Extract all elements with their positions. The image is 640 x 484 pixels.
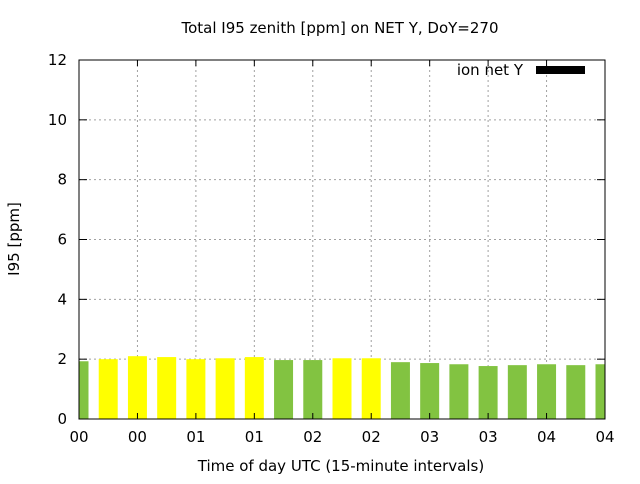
bar: [537, 364, 557, 419]
y-tick-label: 6: [57, 231, 67, 249]
plot-frame: [78, 59, 606, 420]
x-tick-label: 01: [186, 428, 205, 446]
bar: [215, 358, 235, 419]
bar: [274, 360, 294, 419]
y-tick-label: 12: [48, 51, 67, 69]
bar: [186, 359, 206, 419]
bar: [303, 360, 323, 419]
legend-label: ion net Y: [457, 61, 524, 79]
chart-title: Total I95 zenith [ppm] on NET Y, DoY=270: [180, 19, 498, 37]
bar: [361, 358, 381, 419]
bar: [449, 364, 469, 419]
bar: [595, 364, 605, 419]
x-tick-label: 00: [128, 428, 147, 446]
bar: [566, 365, 586, 419]
x-tick-label: 04: [537, 428, 556, 446]
y-tick-label: 4: [57, 290, 67, 308]
bar: [157, 357, 177, 419]
bar: [244, 357, 264, 419]
x-tick-label: 02: [362, 428, 381, 446]
y-tick-label: 2: [57, 350, 67, 368]
bars: [79, 356, 605, 419]
x-tick-label: 01: [245, 428, 264, 446]
bar: [127, 356, 147, 419]
x-axis-label: Time of day UTC (15-minute intervals): [197, 457, 484, 475]
x-tick-label: 03: [420, 428, 439, 446]
y-tick-label: 8: [57, 171, 67, 189]
y-tick-label: 0: [57, 410, 67, 428]
y-tick-label: 10: [48, 111, 67, 129]
bar: [79, 361, 89, 419]
x-tick-label: 04: [595, 428, 614, 446]
x-tick-label: 00: [69, 428, 88, 446]
axes: [78, 59, 606, 420]
bar: [332, 358, 352, 419]
bar: [478, 366, 498, 419]
bar: [98, 359, 118, 419]
legend: ion net Y: [457, 61, 585, 79]
y-axis-label: I95 [ppm]: [5, 202, 23, 276]
x-tick-label: 02: [303, 428, 322, 446]
x-tick-label: 03: [479, 428, 498, 446]
legend-sample: [536, 66, 585, 74]
bar: [390, 362, 410, 419]
bar: [507, 365, 527, 419]
bar: [420, 363, 440, 419]
